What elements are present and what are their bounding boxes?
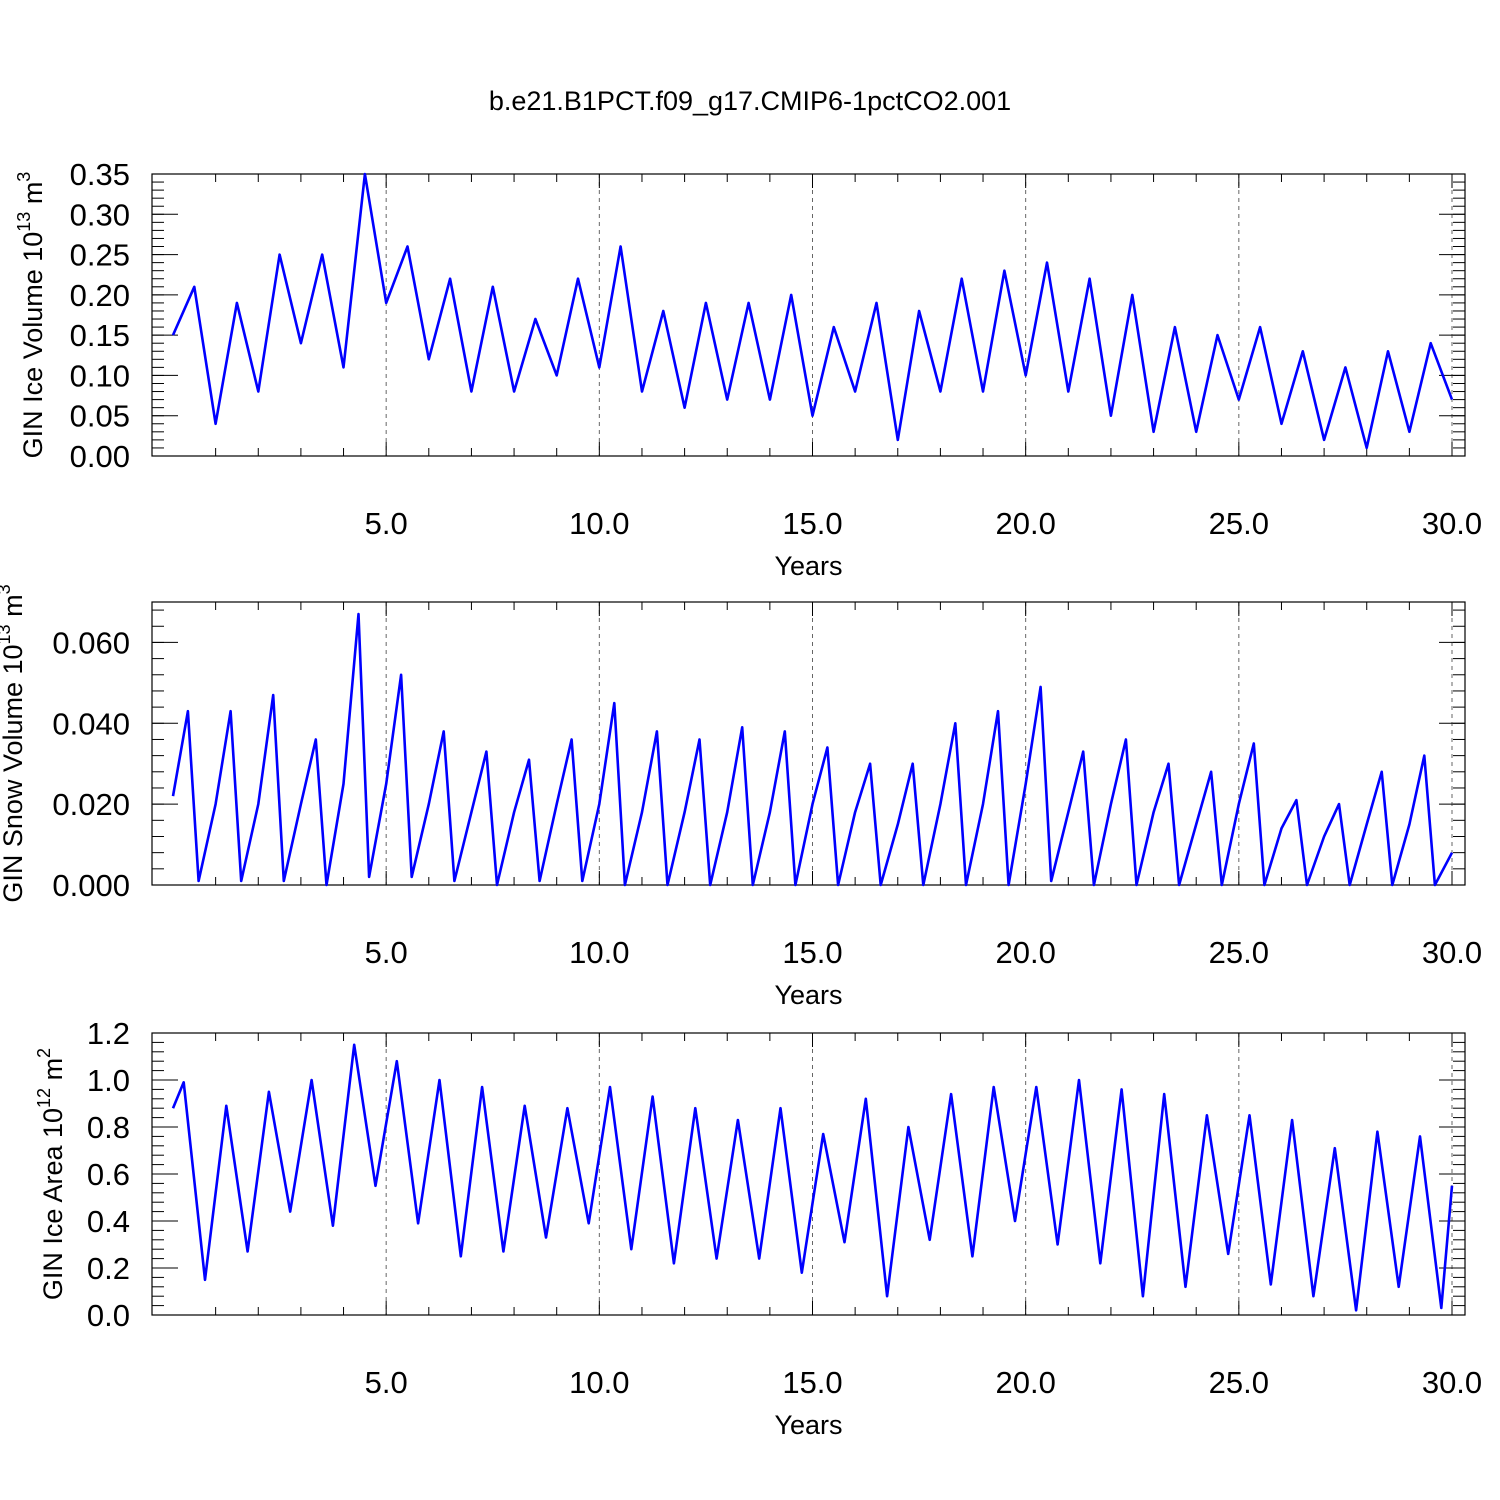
y-tick-label: 1.2 <box>87 1016 130 1051</box>
y-axis-label: GIN Ice Volume 1013 m3 <box>14 172 48 459</box>
y-tick-label: 1.0 <box>87 1063 130 1098</box>
x-tick-label: 10.0 <box>569 1365 629 1400</box>
y-tick-label: 0.060 <box>52 625 130 660</box>
y-tick-label: 0.20 <box>70 278 130 313</box>
x-tick-label: 15.0 <box>782 506 842 541</box>
y-tick-label: 0.10 <box>70 358 130 393</box>
y-tick-label: 0.8 <box>87 1110 130 1145</box>
x-tick-label: 30.0 <box>1422 935 1482 970</box>
series-line <box>171 1043 1454 1312</box>
x-tick-label: 25.0 <box>1209 1365 1269 1400</box>
y-tick-label: 0.2 <box>87 1251 130 1286</box>
x-tick-label: 30.0 <box>1422 506 1482 541</box>
x-axis-label: Years <box>774 980 842 1010</box>
x-axis-label: Years <box>774 1410 842 1440</box>
y-tick-label: 0.05 <box>70 399 130 434</box>
y-tick-label: 0.00 <box>70 439 130 474</box>
series-line <box>171 612 1454 887</box>
x-tick-label: 10.0 <box>569 506 629 541</box>
y-tick-label: 0.25 <box>70 238 130 273</box>
x-tick-label: 20.0 <box>995 935 1055 970</box>
y-tick-label: 0.040 <box>52 706 130 741</box>
x-tick-label: 20.0 <box>995 506 1055 541</box>
panel-1: 5.0 10.0 15.0 20.0 25.0 30.0 0.00 0.05 0.10 0.15 0… <box>14 157 1482 581</box>
y-tick-label: 0.15 <box>70 318 130 353</box>
y-tick-label: 0.30 <box>70 197 130 232</box>
plot-frame <box>151 601 1466 886</box>
y-tick-label: 0.6 <box>87 1157 130 1192</box>
panel-3: 5.0 10.0 15.0 20.0 25.0 30.0 0.0 0.2 0.4 0.6 0.8 1.… <box>34 1016 1482 1440</box>
y-tick-label: 0.35 <box>70 157 130 192</box>
y-axis-label: GIN Ice Area 1012 m2 <box>34 1048 68 1300</box>
y-axis-label: GIN Snow Volume 1013 m3 <box>0 584 28 902</box>
panel-2: 5.0 10.0 15.0 20.0 25.0 30.0 0.000 0.020 0.040 0.… <box>0 584 1482 1010</box>
x-tick-label: 25.0 <box>1209 935 1269 970</box>
panels: 5.0 10.0 15.0 20.0 25.0 30.0 0.00 0.05 0.10 0.15 0… <box>0 157 1482 1440</box>
x-tick-label: 25.0 <box>1209 506 1269 541</box>
series-line <box>171 172 1454 450</box>
y-tick-label: 0.000 <box>52 868 130 903</box>
x-axis-label: Years <box>774 551 842 581</box>
x-tick-label: 5.0 <box>365 935 408 970</box>
y-tick-label: 0.0 <box>87 1298 130 1333</box>
x-tick-label: 10.0 <box>569 935 629 970</box>
y-tick-label: 0.4 <box>87 1204 130 1239</box>
x-tick-label: 30.0 <box>1422 1365 1482 1400</box>
x-tick-label: 20.0 <box>995 1365 1055 1400</box>
x-tick-label: 5.0 <box>365 506 408 541</box>
x-tick-label: 15.0 <box>782 1365 842 1400</box>
plot-frame <box>151 173 1466 457</box>
y-tick-label: 0.020 <box>52 787 130 822</box>
x-tick-label: 5.0 <box>365 1365 408 1400</box>
x-tick-label: 15.0 <box>782 935 842 970</box>
figure-title: b.e21.B1PCT.f09_g17.CMIP6-1pctCO2.001 <box>489 86 1011 116</box>
